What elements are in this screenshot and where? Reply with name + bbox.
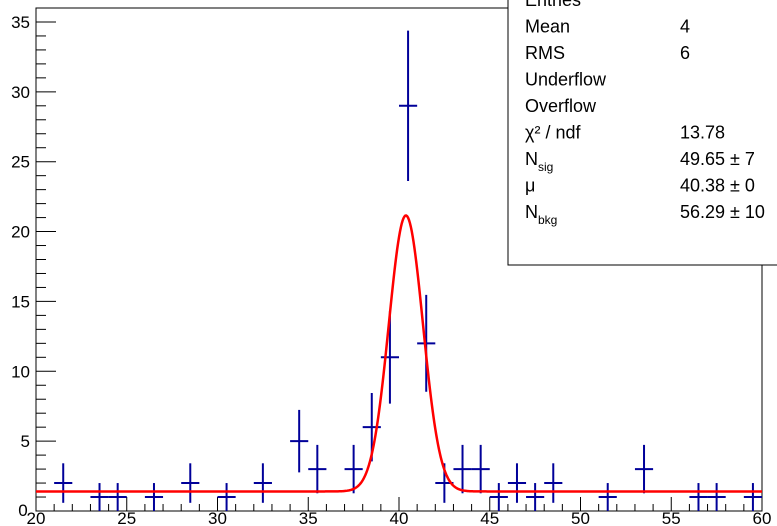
data-point [90, 483, 109, 511]
data-point [453, 444, 472, 494]
y-tick-label: 30 [11, 83, 30, 102]
data-point [689, 483, 708, 511]
stats-row-label: Overflow [525, 96, 597, 116]
x-tick-label: 50 [571, 509, 590, 526]
x-tick-label: 40 [390, 509, 409, 526]
stats-row-value: 56.29 ± 10 [680, 202, 765, 222]
data-point [399, 30, 418, 182]
stats-row-label: Mean [525, 17, 570, 37]
stats-row: RMS 6 [525, 43, 690, 63]
stats-row: χ² / ndf 13.78 [525, 123, 725, 143]
stats-row: Mean 4 [525, 17, 690, 37]
data-point [471, 444, 490, 494]
stats-row-label: Entries [525, 0, 581, 10]
plot-area: 20 25 30 35 40 45 50 55 60 0 5 10 15 20 25 30 35 [11, 7, 772, 526]
data-point [507, 463, 527, 503]
stats-row-label: Underflow [525, 70, 607, 90]
stats-row-value: 13.78 [680, 123, 725, 143]
data-point [598, 483, 617, 511]
stats-row: Nbkg 56.29 ± 10 [525, 202, 765, 227]
stats-row: Entries [525, 0, 581, 10]
stats-row-value: 40.38 ± 0 [680, 176, 755, 196]
stats-box-frame [507, 0, 777, 266]
data-point [743, 483, 762, 511]
data-point [634, 444, 654, 494]
stats-row-label: χ² / ndf [525, 123, 581, 143]
y-tick-label: 10 [11, 362, 30, 381]
y-tick-label: 25 [11, 153, 30, 172]
stats-row: Underflow [525, 70, 607, 90]
stats-row-label: Nsig [525, 149, 553, 174]
x-tick-label: 35 [299, 509, 318, 526]
y-tick-label-zero: 0 [18, 501, 27, 520]
x-tick-label: 60 [753, 509, 772, 526]
y-tick-label: 35 [11, 13, 30, 32]
x-tick-label: 30 [208, 509, 227, 526]
stats-row-label: μ [525, 176, 535, 196]
data-point [290, 409, 309, 473]
data-point [380, 310, 399, 404]
y-tick-label: 5 [21, 432, 30, 451]
data-point [108, 483, 127, 511]
data-point [308, 444, 327, 494]
x-tick-label: 55 [662, 509, 681, 526]
x-tick-label: 25 [117, 509, 136, 526]
data-point [144, 483, 164, 511]
data-point [489, 483, 508, 511]
stats-row-label: RMS [525, 43, 565, 63]
stats-row: μ 40.38 ± 0 [525, 176, 755, 196]
stats-box: Entries Mean 4 RMS 6 Underflow Overflow χ² / nd… [507, 0, 777, 266]
x-tick-label: 45 [480, 509, 499, 526]
stats-row-value: 49.65 ± 7 [680, 149, 755, 169]
data-point [54, 463, 73, 503]
stats-row: Overflow [525, 96, 597, 116]
data-point [181, 463, 200, 503]
fit-curve [36, 214, 762, 493]
data-point [217, 483, 236, 511]
data-point [707, 483, 726, 511]
data-point [526, 483, 545, 511]
data-point [417, 294, 436, 392]
y-tick-label: 15 [11, 292, 30, 311]
data-point [253, 463, 272, 503]
stats-row-label: Nbkg [525, 202, 557, 227]
data-point [344, 444, 363, 494]
stats-row-value: 4 [680, 17, 690, 37]
y-tick-label: 20 [11, 223, 30, 242]
stats-row: Nsig 49.65 ± 7 [525, 149, 755, 174]
data-point [544, 463, 563, 503]
x-tick-label: 20 [27, 509, 46, 526]
stats-row-value: 6 [680, 43, 690, 63]
